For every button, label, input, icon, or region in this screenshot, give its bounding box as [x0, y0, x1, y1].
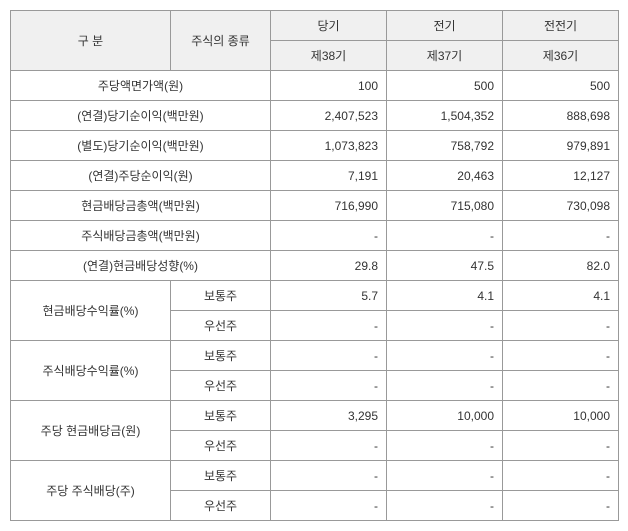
row-label-consolnetincome: (연결)당기순이익(백만원) — [11, 101, 271, 131]
cell-value: - — [503, 431, 619, 461]
stocktype-preferred: 우선주 — [171, 491, 271, 521]
table-row: (연결)당기순이익(백만원) 2,407,523 1,504,352 888,6… — [11, 101, 619, 131]
table-row: 주당 주식배당(주) 보통주 - - - — [11, 461, 619, 491]
stocktype-common: 보통주 — [171, 281, 271, 311]
cell-value: - — [271, 431, 387, 461]
cell-value: 10,000 — [387, 401, 503, 431]
cell-value: 47.5 — [387, 251, 503, 281]
cell-value: - — [387, 341, 503, 371]
cell-value: - — [271, 491, 387, 521]
header-prev: 전기 — [387, 11, 503, 41]
table-row: (별도)당기순이익(백만원) 1,073,823 758,792 979,891 — [11, 131, 619, 161]
cell-value: - — [271, 311, 387, 341]
cell-value: - — [387, 311, 503, 341]
cell-value: - — [503, 341, 619, 371]
header-p37: 제37기 — [387, 41, 503, 71]
cell-value: - — [387, 461, 503, 491]
cell-value: - — [271, 221, 387, 251]
stocktype-preferred: 우선주 — [171, 371, 271, 401]
cell-value: 100 — [271, 71, 387, 101]
header-gubun: 구 분 — [11, 11, 171, 71]
cell-value: 10,000 — [503, 401, 619, 431]
row-label-eps: (연결)주당순이익(원) — [11, 161, 271, 191]
row-label-cashdivtotal: 현금배당금총액(백만원) — [11, 191, 271, 221]
cell-value: 979,891 — [503, 131, 619, 161]
cell-value: - — [387, 221, 503, 251]
cell-value: - — [387, 491, 503, 521]
cell-value: 1,073,823 — [271, 131, 387, 161]
row-label-sepnetincome: (별도)당기순이익(백만원) — [11, 131, 271, 161]
cell-value: - — [271, 461, 387, 491]
cell-value: 4.1 — [387, 281, 503, 311]
cell-value: 20,463 — [387, 161, 503, 191]
table-row: (연결)현금배당성향(%) 29.8 47.5 82.0 — [11, 251, 619, 281]
cell-value: - — [503, 461, 619, 491]
table-row: 주당 현금배당금(원) 보통주 3,295 10,000 10,000 — [11, 401, 619, 431]
cell-value: 500 — [387, 71, 503, 101]
cell-value: 82.0 — [503, 251, 619, 281]
cell-value: 2,407,523 — [271, 101, 387, 131]
cell-value: - — [387, 431, 503, 461]
dividend-table: 구 분 주식의 종류 당기 전기 전전기 제38기 제37기 제36기 주당액면… — [10, 10, 619, 521]
cell-value: - — [503, 221, 619, 251]
stocktype-preferred: 우선주 — [171, 311, 271, 341]
table-row: 주당액면가액(원) 100 500 500 — [11, 71, 619, 101]
cell-value: 4.1 — [503, 281, 619, 311]
cell-value: 12,127 — [503, 161, 619, 191]
cell-value: 1,504,352 — [387, 101, 503, 131]
header-current: 당기 — [271, 11, 387, 41]
table-row: (연결)주당순이익(원) 7,191 20,463 12,127 — [11, 161, 619, 191]
cell-value: 716,990 — [271, 191, 387, 221]
table-row: 주식배당수익률(%) 보통주 - - - — [11, 341, 619, 371]
cell-value: 758,792 — [387, 131, 503, 161]
cell-value: - — [503, 491, 619, 521]
header-p38: 제38기 — [271, 41, 387, 71]
stocktype-preferred: 우선주 — [171, 431, 271, 461]
cell-value: 730,098 — [503, 191, 619, 221]
cell-value: 7,191 — [271, 161, 387, 191]
cell-value: - — [387, 371, 503, 401]
row-label-payoutratio: (연결)현금배당성향(%) — [11, 251, 271, 281]
cell-value: - — [271, 371, 387, 401]
row-label-stockdivtotal: 주식배당금총액(백만원) — [11, 221, 271, 251]
header-prevprev: 전전기 — [503, 11, 619, 41]
table-row: 주식배당금총액(백만원) - - - — [11, 221, 619, 251]
stocktype-common: 보통주 — [171, 461, 271, 491]
header-p36: 제36기 — [503, 41, 619, 71]
cell-value: 3,295 — [271, 401, 387, 431]
cell-value: - — [503, 371, 619, 401]
stocktype-common: 보통주 — [171, 341, 271, 371]
row-label-cashdivyield: 현금배당수익률(%) — [11, 281, 171, 341]
cell-value: 5.7 — [271, 281, 387, 311]
row-label-stockdivpershare: 주당 주식배당(주) — [11, 461, 171, 521]
cell-value: - — [271, 341, 387, 371]
cell-value: 888,698 — [503, 101, 619, 131]
cell-value: 29.8 — [271, 251, 387, 281]
row-label-stockdivyield: 주식배당수익률(%) — [11, 341, 171, 401]
row-label-facevalue: 주당액면가액(원) — [11, 71, 271, 101]
cell-value: 500 — [503, 71, 619, 101]
cell-value: - — [503, 311, 619, 341]
stocktype-common: 보통주 — [171, 401, 271, 431]
cell-value: 715,080 — [387, 191, 503, 221]
row-label-cashdivpershare: 주당 현금배당금(원) — [11, 401, 171, 461]
table-row: 현금배당수익률(%) 보통주 5.7 4.1 4.1 — [11, 281, 619, 311]
header-stocktype: 주식의 종류 — [171, 11, 271, 71]
table-row: 현금배당금총액(백만원) 716,990 715,080 730,098 — [11, 191, 619, 221]
